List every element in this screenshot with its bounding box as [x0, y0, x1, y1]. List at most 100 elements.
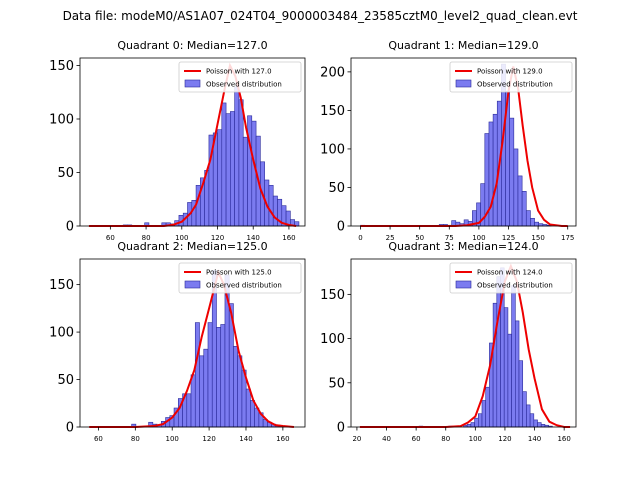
quadrant-3-title: Quadrant 3: Median=124.0 — [388, 240, 538, 253]
histogram-bar — [503, 307, 509, 428]
x-tick-label: 140 — [247, 234, 260, 242]
histogram-bar — [485, 386, 490, 428]
histogram-bar — [470, 422, 475, 428]
x-tick-label: 60 — [106, 234, 115, 242]
y-tick-label: 150 — [320, 288, 345, 303]
y-tick-label: 0 — [337, 220, 345, 235]
y-tick-label: 50 — [57, 166, 74, 181]
quadrant-1-title: Quadrant 1: Median=129.0 — [388, 39, 538, 52]
legend-box — [178, 262, 302, 294]
histogram-bar — [237, 355, 243, 428]
histogram-bar — [526, 404, 531, 428]
histogram-bar — [245, 388, 251, 428]
x-tick-label: 100 — [175, 234, 188, 242]
y-tick-label: 150 — [49, 278, 74, 293]
histogram-bar — [225, 113, 231, 227]
x-tick-label: 60 — [94, 435, 103, 443]
y-tick-label: 100 — [320, 142, 345, 157]
quadrant-2-title: Quadrant 2: Median=125.0 — [117, 240, 267, 253]
x-tick-label: 25 — [386, 234, 395, 242]
histogram-bar — [513, 148, 519, 227]
quadrant-2-legend: Poisson with 125.0 Observed distribution — [178, 262, 302, 294]
y-tick-label: 0 — [66, 220, 74, 235]
histogram-bar — [199, 355, 205, 428]
histogram-bar — [517, 175, 523, 227]
legend-bar-swatch — [184, 280, 201, 289]
histogram-bar — [216, 327, 222, 428]
histogram-bar — [507, 333, 512, 428]
quadrant-0-panel: Quadrant 0: Median=127.0 60 80 100 120 140 160… — [49, 39, 306, 242]
x-tick-label: 160 — [282, 234, 295, 242]
histogram-bar — [525, 210, 531, 227]
histogram-bar — [203, 348, 209, 428]
x-tick-label: 40 — [382, 435, 391, 443]
y-tick-label: 200 — [320, 65, 345, 80]
legend-bar-swatch — [184, 79, 201, 88]
x-tick-label: 80 — [131, 435, 140, 443]
histogram-bar — [521, 191, 527, 227]
quadrant-3-panel: Quadrant 3: Median=124.0 20 40 60 80 100 120 14… — [320, 240, 577, 443]
x-tick-label: 100 — [469, 435, 482, 443]
x-tick-label: 125 — [502, 234, 515, 242]
histogram-bar — [518, 360, 524, 428]
y-tick-label: 100 — [49, 326, 74, 341]
x-tick-label: 160 — [557, 435, 570, 443]
x-tick-label: 150 — [531, 234, 544, 242]
histogram-bar — [272, 195, 278, 227]
x-tick-label: 0 — [358, 234, 362, 242]
axes-frame — [350, 57, 577, 227]
histogram-bar — [221, 102, 227, 227]
histogram-bar — [511, 285, 516, 428]
histogram-bar — [530, 217, 535, 227]
histogram-bar — [242, 136, 248, 227]
x-tick-label: 60 — [412, 435, 421, 443]
histogram-bar — [207, 322, 213, 428]
histogram-bar — [250, 400, 255, 428]
histogram-bar — [533, 419, 538, 428]
histogram-bar — [194, 322, 200, 428]
legend-bar-swatch — [455, 280, 472, 289]
quadrant-1-legend: Poisson with 129.0 Observed distribution — [449, 61, 573, 93]
x-tick-label: 80 — [441, 435, 450, 443]
legend-label-observed: Observed distribution — [477, 282, 553, 290]
x-tick-label: 140 — [239, 435, 252, 443]
x-tick-label: 120 — [498, 435, 511, 443]
histogram-bar — [515, 320, 520, 428]
histogram-bar — [509, 117, 515, 227]
legend-bar-swatch — [455, 79, 472, 88]
x-tick-label: 100 — [166, 435, 179, 443]
histogram-bar — [233, 346, 238, 428]
legend-label-observed: Observed distribution — [206, 282, 282, 290]
legend-label-fit: Poisson with 124.0 — [477, 269, 543, 277]
histogram-bar — [251, 120, 257, 227]
y-tick-label: 150 — [320, 104, 345, 119]
x-tick-label: 120 — [202, 435, 215, 443]
x-tick-label: 120 — [211, 234, 224, 242]
subplot-grid: Quadrant 0: Median=127.0 60 80 100 120 140 160… — [49, 39, 577, 443]
axes-frame — [79, 258, 306, 428]
legend-box — [178, 61, 302, 93]
histogram-bar — [474, 417, 479, 428]
y-tick-label: 100 — [320, 332, 345, 347]
legend-label-fit: Poisson with 125.0 — [206, 269, 272, 277]
histogram-bar — [534, 221, 539, 227]
y-tick-label: 0 — [337, 421, 345, 436]
y-tick-label: 50 — [328, 181, 345, 196]
legend-label-fit: Poisson with 129.0 — [477, 68, 543, 76]
quadrant-0-title: Quadrant 0: Median=127.0 — [117, 39, 267, 52]
axes-frame — [350, 258, 577, 428]
x-tick-label: 160 — [276, 435, 289, 443]
histogram-bar — [478, 413, 483, 428]
histogram-bar — [492, 113, 498, 227]
x-tick-label: 80 — [142, 234, 151, 242]
y-tick-label: 100 — [49, 112, 74, 127]
legend-box — [449, 262, 573, 294]
quadrant-2-panel: Quadrant 2: Median=125.0 60 80 100 120 140 160… — [49, 240, 306, 443]
x-tick-label: 50 — [415, 234, 424, 242]
histogram-bar — [217, 129, 223, 227]
legend-label-observed: Observed distribution — [477, 81, 553, 89]
x-tick-label: 100 — [472, 234, 485, 242]
histogram-bar — [537, 422, 542, 428]
histogram-bar — [496, 276, 501, 428]
